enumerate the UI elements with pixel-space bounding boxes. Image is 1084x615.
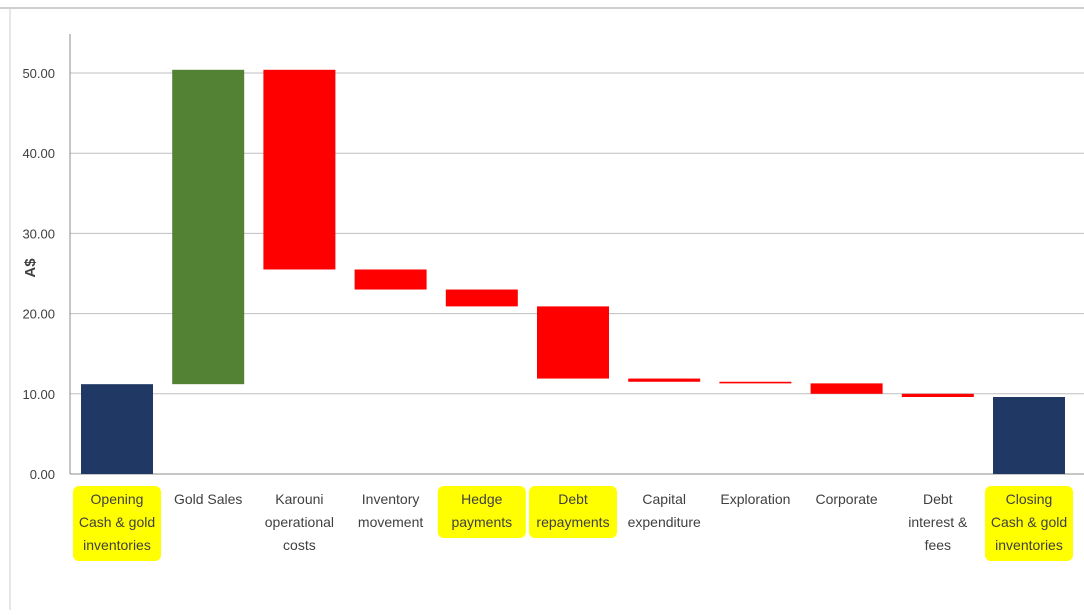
x-category-label: expenditure — [628, 514, 701, 530]
x-category-label: Inventory — [362, 491, 420, 507]
waterfall-bar — [901, 393, 974, 398]
x-category-label: costs — [283, 537, 316, 553]
label-highlight — [529, 486, 617, 538]
label-highlight — [73, 486, 161, 561]
x-category-label: Closing — [1006, 491, 1053, 507]
x-category-label: Exploration — [720, 491, 790, 507]
x-category-label: Gold Sales — [174, 491, 242, 507]
x-category-label: Debt — [558, 491, 588, 507]
x-category-label: fees — [925, 537, 951, 553]
waterfall-bar — [263, 69, 336, 270]
y-tick-labels: 0.00 10.00 20.00 30.00 40.00 50.00 — [22, 66, 55, 482]
x-category-label: Opening — [91, 491, 144, 507]
waterfall-bar — [719, 381, 792, 384]
x-category-label: payments — [451, 514, 512, 530]
bars — [81, 69, 1065, 474]
x-category-label: operational — [265, 514, 334, 530]
waterfall-bar — [172, 69, 245, 385]
label-highlight — [985, 486, 1073, 561]
y-axis-label: A$ — [22, 258, 39, 278]
x-category-label: Debt — [923, 491, 953, 507]
x-category-labels: Opening Cash & gold inventories Gold Sales K… — [73, 486, 1073, 561]
waterfall-bar — [445, 289, 518, 307]
waterfall-bar — [537, 306, 609, 379]
waterfall-bar — [993, 397, 1065, 474]
x-category-label: movement — [358, 514, 423, 530]
x-category-label: inventories — [995, 537, 1063, 553]
x-category-label: inventories — [83, 537, 151, 553]
waterfall-bar — [354, 269, 427, 290]
x-category-label: Karouni — [275, 491, 323, 507]
label-highlight — [437, 486, 526, 538]
x-category-label: Capital — [642, 491, 686, 507]
x-category-label: interest & — [908, 514, 968, 530]
x-category-label: Cash & gold — [79, 514, 155, 530]
x-category-label: repayments — [536, 514, 609, 530]
y-tick-label: 10.00 — [22, 387, 55, 402]
y-tick-label: 0.00 — [30, 467, 55, 482]
y-tick-label: 40.00 — [22, 146, 55, 161]
x-category-label: Corporate — [815, 491, 877, 507]
x-category-label: Cash & gold — [991, 514, 1067, 530]
y-tick-label: 20.00 — [22, 307, 55, 322]
waterfall-bar — [628, 378, 701, 382]
x-category-label: Hedge — [461, 491, 502, 507]
waterfall-bar — [81, 384, 153, 474]
waterfall-bar — [810, 383, 883, 394]
y-tick-label: 50.00 — [22, 66, 55, 81]
y-tick-label: 30.00 — [22, 226, 55, 241]
